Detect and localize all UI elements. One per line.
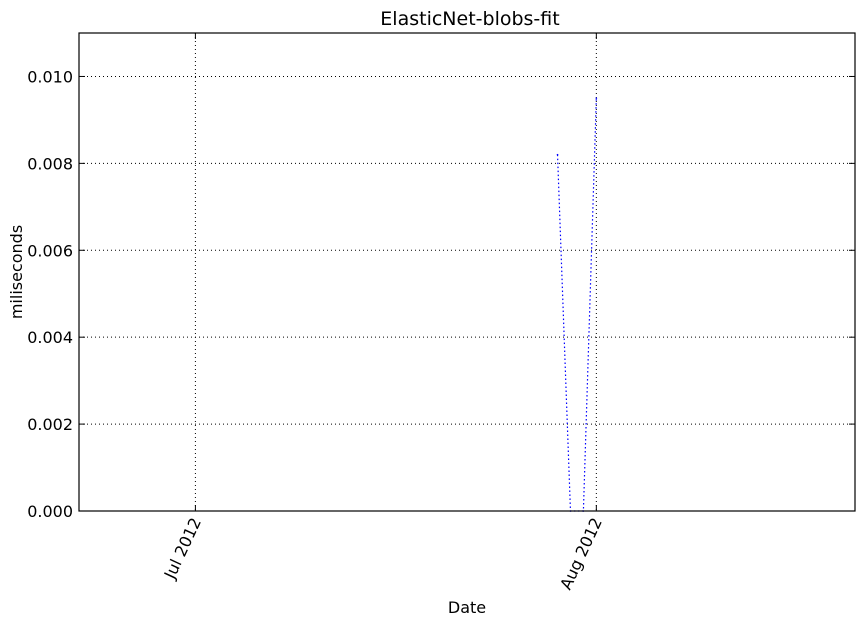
data-point bbox=[595, 97, 598, 99]
y-tick-label: 0.006 bbox=[27, 241, 73, 260]
y-tick-label: 0.002 bbox=[27, 415, 73, 434]
grid-lines bbox=[79, 33, 855, 512]
x-tick-labels: Jul 2012 Aug 2012 bbox=[160, 515, 606, 593]
data-point bbox=[556, 153, 559, 156]
y-axis-title: miliseconds bbox=[7, 225, 26, 319]
x-tick-label: Aug 2012 bbox=[556, 515, 606, 593]
tick-marks bbox=[79, 33, 855, 512]
y-tick-label: 0.008 bbox=[27, 154, 73, 173]
series-line bbox=[556, 98, 597, 512]
y-tick-label: 0.010 bbox=[27, 67, 73, 86]
x-axis-title: Date bbox=[448, 598, 486, 617]
series-layer bbox=[556, 97, 598, 512]
y-tick-label: 0.004 bbox=[27, 328, 73, 347]
chart-title: ElasticNet-blobs-fit bbox=[380, 8, 559, 30]
x-tick-label: Jul 2012 bbox=[160, 515, 205, 583]
y-tick-label: 0.000 bbox=[27, 502, 73, 521]
y-tick-labels: 0.000 0.002 0.004 0.006 0.008 0.010 bbox=[27, 67, 73, 521]
plot-frame bbox=[78, 32, 856, 512]
